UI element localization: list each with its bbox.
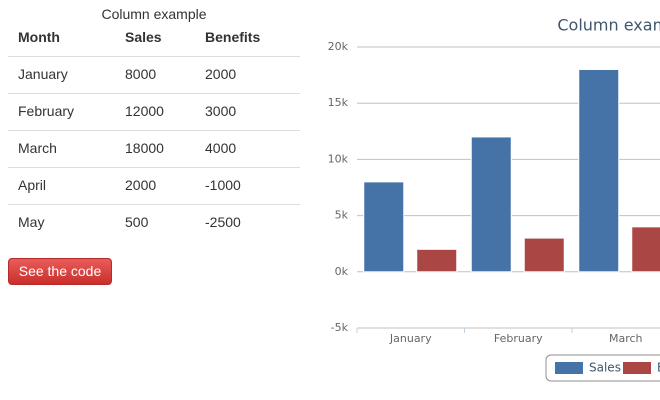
bar [631, 226, 660, 273]
y-tick-label: 5k [335, 209, 349, 222]
table-cell: 500 [125, 214, 149, 230]
y-tick-label: 15k [328, 96, 349, 109]
table-cell: 18000 [125, 140, 164, 156]
row-separator [8, 93, 300, 94]
y-tick-label: 20k [328, 40, 349, 53]
y-tick-label: 10k [328, 152, 349, 165]
chart-title: Column example [557, 16, 660, 35]
table-caption: Column example [101, 6, 207, 22]
table-cell: 3000 [205, 103, 237, 119]
bar [470, 136, 512, 273]
bar [578, 68, 620, 273]
table-cell: -1000 [205, 177, 241, 193]
x-tick-label: March [609, 332, 643, 345]
table-cell: February [18, 103, 75, 119]
legend-label: Sales [589, 361, 621, 375]
chart-panel: Column example -5k 0k 5k 10k 15k 20k January Fe… [310, 0, 660, 400]
see-code-button[interactable]: See the code [8, 258, 112, 285]
column-header: Month [18, 29, 60, 45]
column-header: Benefits [205, 29, 261, 45]
table-cell: May [18, 214, 45, 230]
x-tick-label: February [494, 332, 543, 345]
bar [523, 237, 565, 273]
table-cell: January [18, 66, 68, 82]
table-cell: 2000 [125, 177, 157, 193]
table-cell: April [18, 177, 47, 193]
table-cell: 2000 [205, 66, 237, 82]
bar [363, 181, 405, 273]
y-tick-label: 0k [335, 265, 349, 278]
legend-label: Benefits [657, 361, 660, 375]
table-cell: -2500 [205, 214, 241, 230]
row-separator [8, 56, 300, 57]
chart: Column example -5k 0k 5k 10k 15k 20k January Fe… [328, 16, 660, 382]
table-cell: 8000 [125, 66, 157, 82]
legend-swatch [555, 362, 583, 374]
table-cell: March [18, 140, 57, 156]
legend-box [545, 354, 660, 382]
legend-swatch [623, 362, 651, 374]
row-separator [8, 167, 300, 168]
table-cell: 4000 [205, 140, 237, 156]
bar [416, 248, 458, 273]
x-tick-label: January [389, 332, 432, 345]
column-header: Sales [125, 29, 162, 45]
y-tick-label: -5k [331, 321, 349, 334]
row-separator [8, 130, 300, 131]
table-cell: 12000 [125, 103, 164, 119]
row-separator [8, 204, 300, 205]
